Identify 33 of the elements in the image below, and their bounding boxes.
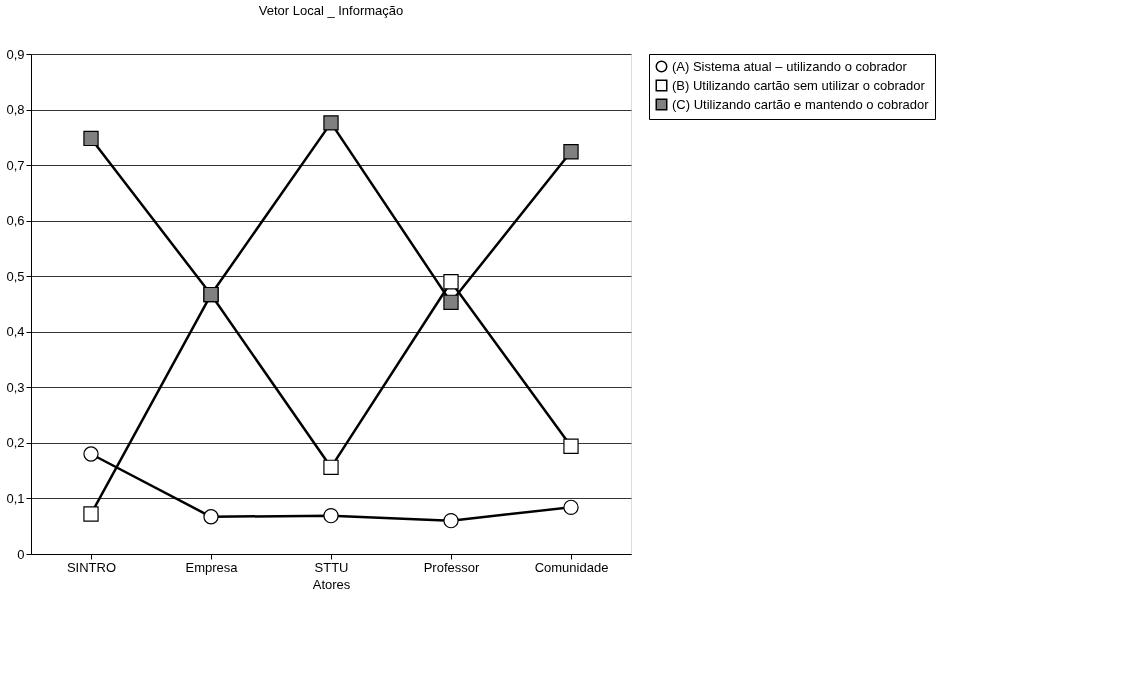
y-tick-label: 0,4	[6, 324, 25, 340]
point	[563, 438, 579, 454]
y-tick-label: 0	[17, 546, 25, 562]
y-tick-label: 0,8	[6, 102, 25, 118]
point	[323, 115, 339, 131]
point	[83, 130, 99, 147]
y-tick-label: 0,3	[6, 379, 25, 395]
x-tick-label: SINTRO	[66, 559, 117, 575]
y-tick-label: 0,6	[6, 213, 25, 229]
legend-label: (C) Utilizando cartão e mantendo o cobrador	[672, 96, 930, 112]
chart-title: Vetor Local _ Informação	[258, 3, 404, 18]
x-tick-label: STTU	[314, 559, 349, 575]
point	[443, 294, 459, 310]
point	[203, 509, 219, 525]
point	[563, 499, 579, 515]
point	[323, 459, 339, 475]
legend-label: (B) Utilizando cartão sem utilizar o cobrador	[672, 77, 926, 93]
y-tick-label: 0,9	[6, 46, 25, 62]
y-tick-label: 0,7	[6, 157, 25, 173]
point	[443, 274, 459, 290]
x-axis-title: Atores	[312, 576, 351, 592]
point	[83, 446, 99, 462]
x-tick-label: Comunidade	[534, 559, 609, 575]
legend-label: (A) Sistema atual – utilizando o cobrador	[672, 58, 908, 74]
y-tick-label: 0,5	[6, 268, 25, 284]
x-tick-label: Empresa	[185, 559, 239, 575]
y-tick-label: 0,1	[6, 490, 25, 506]
point	[563, 144, 579, 160]
point	[443, 513, 459, 529]
point	[83, 506, 99, 522]
x-tick-label: Professor	[423, 559, 480, 575]
point	[323, 508, 339, 524]
y-tick-label: 0,2	[6, 435, 25, 451]
